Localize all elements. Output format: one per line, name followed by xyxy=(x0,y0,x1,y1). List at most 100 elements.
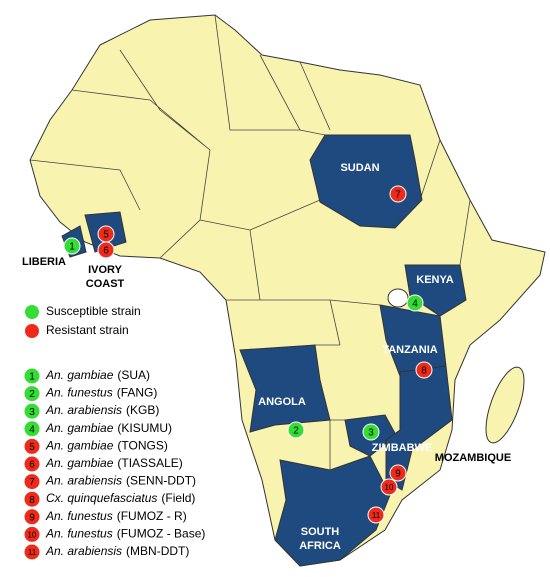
strain-label: An. funestus (FUMOZ - R) xyxy=(45,509,187,523)
site-marker xyxy=(63,237,81,255)
site-marker xyxy=(389,185,407,203)
strain-number: 8 xyxy=(29,495,35,506)
strain-name: (TIASSALE) xyxy=(117,456,182,470)
site-marker xyxy=(287,421,305,439)
strain-number: 11 xyxy=(28,548,37,557)
strain-species: An. gambiae xyxy=(45,456,114,470)
strain-species: An. arabiensis xyxy=(45,474,122,488)
strain-label: An. arabiensis (MBN-DDT) xyxy=(45,544,189,558)
strain-number: 1 xyxy=(29,372,35,383)
strain-name: (KISUMU) xyxy=(117,421,172,435)
strain-name: (SENN-DDT) xyxy=(126,474,196,488)
strain-species: An. gambiae xyxy=(45,421,114,435)
site-number: 1 xyxy=(69,242,75,253)
site-number: 3 xyxy=(368,428,374,439)
site-number: 9 xyxy=(395,469,401,480)
strain-swatch xyxy=(24,526,40,542)
site-marker xyxy=(362,423,380,441)
site-number: 8 xyxy=(421,366,427,377)
madagascar xyxy=(485,366,525,444)
site-number: 5 xyxy=(103,230,109,241)
sudan xyxy=(309,134,423,229)
strain-species: An. funestus xyxy=(45,527,113,541)
strain-number: 7 xyxy=(29,477,35,488)
country-label: IVORY xyxy=(88,264,122,276)
strain-label: An. gambiae (TONGS) xyxy=(45,439,168,453)
strain-swatch xyxy=(24,421,40,437)
site-number: 10 xyxy=(385,483,394,492)
strain-label: An. gambiae (KISUMU) xyxy=(45,421,172,435)
site-marker xyxy=(415,361,433,379)
strain-swatch xyxy=(24,403,40,419)
strain-species: An. gambiae xyxy=(45,368,114,382)
strain-name: (Field) xyxy=(161,491,195,505)
strain-name: (TONGS) xyxy=(117,439,167,453)
kenya xyxy=(404,264,467,317)
strain-swatch xyxy=(24,456,40,472)
strain-number: 10 xyxy=(28,531,37,540)
country-label: AFRICA xyxy=(299,540,341,552)
strain-swatch xyxy=(24,438,40,454)
strain-label: Cx. quinquefasciatus (Field) xyxy=(46,491,195,505)
country-label: SOUTH xyxy=(301,526,340,538)
strain-name: (MBN-DDT) xyxy=(126,544,189,558)
borders xyxy=(29,14,471,470)
strain-label: An. funestus (FANG) xyxy=(45,386,157,400)
strain-swatch xyxy=(24,491,40,507)
strain-label: An. gambiae (SUA) xyxy=(45,368,150,382)
legend-swatch xyxy=(25,324,39,338)
strain-label: An. arabiensis (KGB) xyxy=(45,403,159,417)
strain-swatch xyxy=(24,386,40,402)
site-marker xyxy=(389,464,407,482)
country-label: ZIMBABWE xyxy=(372,442,433,454)
site-number: 7 xyxy=(395,190,401,201)
strain-number: 3 xyxy=(29,407,35,418)
site-number: 4 xyxy=(412,299,418,310)
strain-number: 6 xyxy=(29,460,35,471)
site-marker xyxy=(367,506,385,524)
strain-label: An. funestus (FUMOZ - Base) xyxy=(45,527,205,541)
strain-species: An. funestus xyxy=(45,509,113,523)
country-label: COAST xyxy=(86,278,125,290)
strain-species: An. arabiensis xyxy=(45,544,122,558)
site-number: 2 xyxy=(293,426,299,437)
mozambique xyxy=(385,365,453,491)
site-marker xyxy=(97,241,115,259)
strain-number: 5 xyxy=(29,442,35,453)
site-number: 11 xyxy=(372,511,381,520)
south-africa xyxy=(274,455,391,567)
strain-swatch xyxy=(24,509,40,525)
strain-number: 4 xyxy=(29,424,35,435)
strain-name: (SUA) xyxy=(117,368,150,382)
legend-swatch xyxy=(25,305,39,319)
strain-label: An. arabiensis (SENN-DDT) xyxy=(45,474,196,488)
strain-number: 2 xyxy=(29,389,35,400)
strain-species: An. gambiae xyxy=(45,439,114,453)
legend-label: Resistant strain xyxy=(46,323,129,337)
country-label: KENYA xyxy=(416,274,454,286)
strain-species: An. arabiensis xyxy=(45,403,122,417)
legend-label: Susceptible strain xyxy=(46,304,141,318)
country-label: MOZAMBIQUE xyxy=(435,452,511,464)
strain-species: Cx. quinquefasciatus xyxy=(46,491,157,505)
angola xyxy=(239,344,331,433)
strain-name: (FANG) xyxy=(117,386,158,400)
country-label: LIBERIA xyxy=(22,256,66,268)
strain-swatch xyxy=(24,544,40,560)
country-label: ANGOLA xyxy=(258,396,306,408)
site-marker xyxy=(380,478,398,496)
strain-name: (FUMOZ - Base) xyxy=(117,527,206,541)
strain-swatch xyxy=(24,474,40,490)
strain-species: An. funestus xyxy=(45,386,113,400)
strain-number: 9 xyxy=(29,512,35,523)
site-marker xyxy=(406,294,424,312)
strain-swatch xyxy=(24,368,40,384)
country-label: TANZANIA xyxy=(382,344,437,356)
strain-name: (KGB) xyxy=(126,403,159,417)
strain-label: An. gambiae (TIASSALE) xyxy=(45,456,183,470)
strain-name: (FUMOZ - R) xyxy=(117,509,187,523)
lake-victoria xyxy=(387,288,409,308)
site-number: 6 xyxy=(103,246,109,257)
country-label: SUDAN xyxy=(340,162,379,174)
